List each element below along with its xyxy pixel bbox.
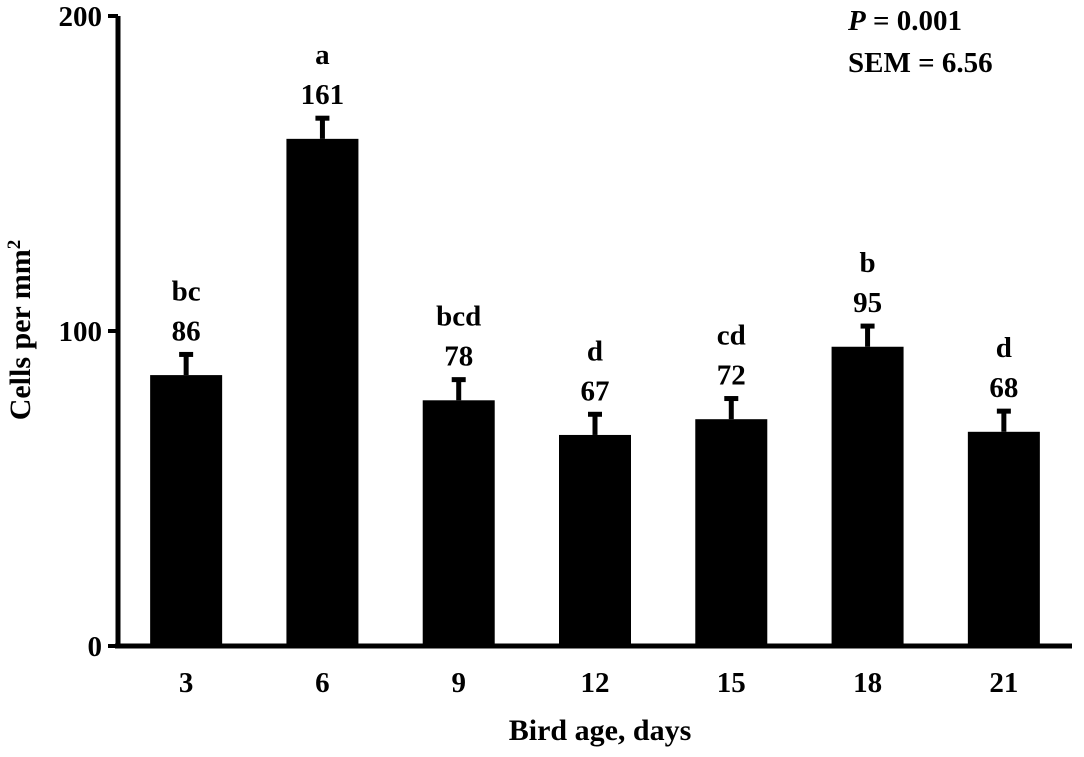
p-symbol: P [847,5,866,37]
sem-annotation: SEM = 6.56 [848,47,993,79]
significance-letter: b [860,247,876,279]
x-axis-title: Bird age, days [509,714,692,747]
y-axis-title-superscript: 2 [4,240,25,250]
bar [695,419,768,646]
y-axis-title: Cells per mm2 [4,240,37,421]
bar [967,431,1040,646]
x-tick-label: 3 [179,667,194,699]
significance-letter: cd [717,320,746,352]
x-tick-label: 12 [581,667,610,699]
significance-letter: bc [172,275,201,307]
data-label: 161 [301,79,345,111]
y-tick-label: 100 [59,316,103,348]
x-tick-label: 15 [717,667,746,699]
significance-letter: a [315,39,330,71]
x-tick-label: 9 [451,667,466,699]
labels-layer: 0 100 200 3 86 bc 6 161 a 9 78 bcd 12 67 d 15 72 cd 18 95 b 2… [59,1,1019,699]
x-tick-label: 21 [989,667,1018,699]
bar [831,346,904,646]
bar [559,434,631,646]
axes-layer [108,14,1072,649]
data-label: 95 [853,287,882,319]
y-axis-title-main: Cells per mm [4,249,37,420]
data-label: 72 [717,360,746,392]
data-label: 78 [444,341,473,373]
data-label: 86 [172,315,201,347]
bar [150,375,223,646]
y-tick-label: 200 [59,1,103,33]
p-value-annotation: P = 0.001 [847,5,962,37]
significance-letter: d [587,335,603,367]
p-value: = 0.001 [866,5,962,37]
bars-layer [150,115,1040,646]
bar [422,400,495,646]
bar [286,138,359,646]
data-label: 67 [581,375,610,407]
data-label: 68 [989,372,1018,404]
x-tick-label: 18 [853,667,882,699]
significance-letter: bcd [436,301,481,333]
x-tick-label: 6 [315,667,330,699]
significance-letter: d [996,332,1012,364]
y-tick-label: 0 [88,631,103,663]
